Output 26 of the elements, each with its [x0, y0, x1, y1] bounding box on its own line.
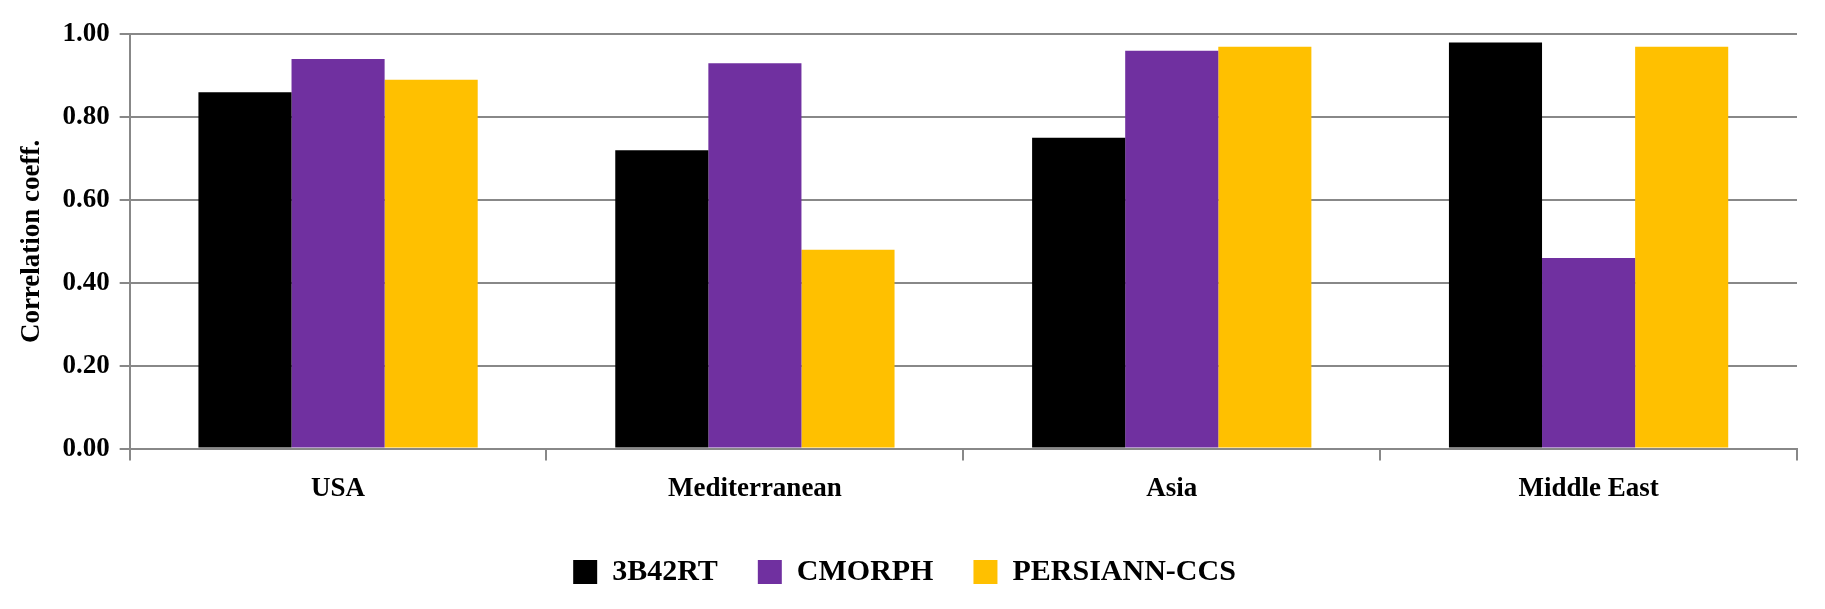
x-tick-label: Middle East: [1518, 471, 1659, 502]
y-tick-label: 0.60: [62, 182, 110, 213]
bar: [801, 249, 895, 448]
bar: [708, 63, 802, 448]
y-tick-label: 0.40: [62, 265, 110, 296]
y-tick-label: 0.00: [62, 431, 110, 462]
legend-label: CMORPH: [796, 552, 934, 586]
bar: [384, 79, 478, 448]
bar: [291, 59, 385, 448]
bar: [1542, 257, 1636, 448]
y-tick-label: 0.20: [62, 348, 110, 379]
bar: [615, 150, 709, 448]
legend-label: PERSIANN-CCS: [1012, 552, 1236, 586]
x-tick-label: USA: [311, 471, 366, 502]
bar: [1032, 137, 1126, 448]
bar: [1635, 46, 1729, 448]
y-axis-title: Correlation coeff.: [15, 139, 46, 344]
bar: [198, 92, 292, 448]
x-tick-label: Mediterranean: [667, 471, 842, 502]
y-tick-label: 1.00: [62, 17, 110, 48]
bar: [1218, 46, 1312, 448]
bar: [1125, 50, 1219, 448]
bar: [1448, 42, 1543, 448]
legend-label: 3B42RT: [612, 552, 718, 586]
x-tick-label: Asia: [1146, 471, 1198, 502]
y-tick-label: 0.80: [62, 100, 110, 131]
